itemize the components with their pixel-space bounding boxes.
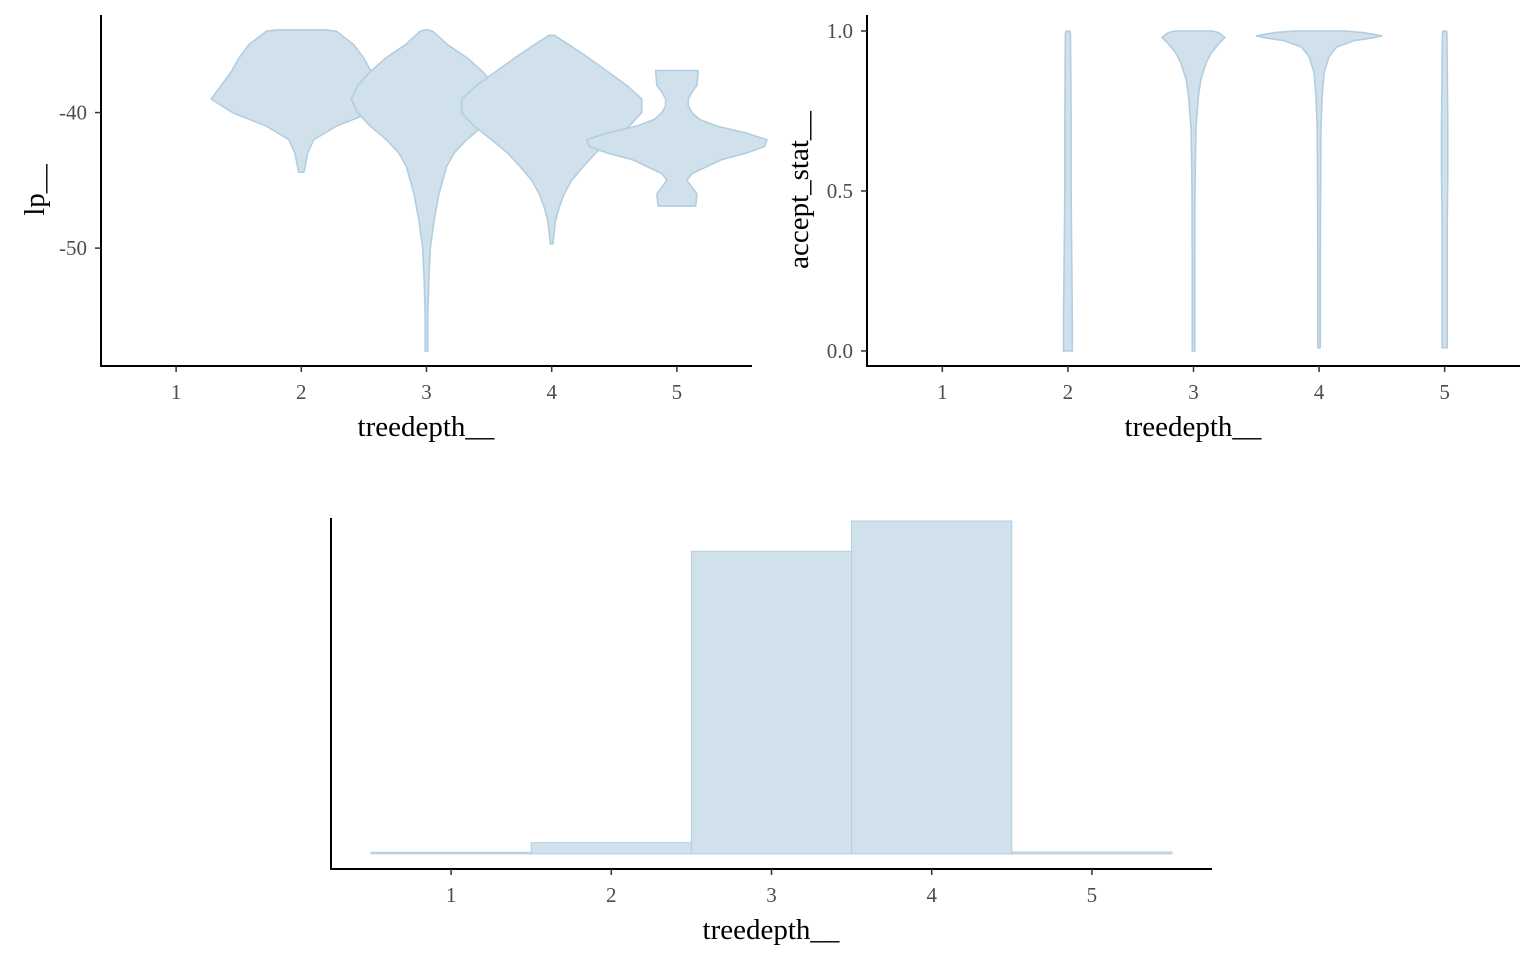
x-tick-label: 4 [1314, 380, 1325, 404]
x-tick-label: 3 [421, 380, 432, 404]
histogram-bar-5 [1011, 851, 1173, 855]
y-axis-title: lp__ [19, 164, 51, 216]
y-tick-label: -40 [59, 101, 87, 125]
x-tick-label: 5 [672, 380, 683, 404]
x-axis-title: treedepth__ [358, 411, 495, 443]
histogram-bars [370, 520, 1173, 855]
violin-treedepth-3 [1161, 30, 1226, 352]
histogram-bar-4 [851, 520, 1013, 855]
x-tick-label: 4 [546, 380, 557, 404]
y-tick-label: -50 [59, 236, 87, 260]
x-tick-label: 2 [296, 380, 307, 404]
x-tick-label: 3 [1188, 380, 1199, 404]
violin-lp-panel: 1 2 3 4 5 -40 -50 treedepth__ lp__ [19, 15, 768, 443]
x-tick-label: 3 [766, 883, 777, 907]
x-tick-label: 1 [171, 380, 182, 404]
x-tick-label: 4 [926, 883, 937, 907]
violin-treedepth-4 [460, 34, 643, 245]
x-tick-label: 2 [1063, 380, 1074, 404]
violin-accept-marks [1062, 30, 1449, 352]
violin-lp-marks [210, 29, 768, 352]
y-tick-label: 0.0 [827, 339, 853, 363]
violin-treedepth-2 [210, 29, 393, 173]
violin-accept-panel: 1 2 3 4 5 0.0 0.5 1.0 treedepth__ accept_stat_… [783, 15, 1520, 443]
x-tick-label: 5 [1087, 883, 1098, 907]
violin-treedepth-2 [1062, 30, 1074, 352]
y-tick-label: 0.5 [827, 179, 853, 203]
y-tick-label: 1.0 [827, 19, 853, 43]
treedepth-histogram-panel: 1 2 3 4 5 treedepth__ [330, 518, 1212, 946]
violin-treedepth-3 [350, 29, 503, 352]
x-tick-label: 5 [1439, 380, 1450, 404]
x-axis-title: treedepth__ [1125, 411, 1262, 443]
x-tick-label: 1 [446, 883, 457, 907]
x-axis-title: treedepth__ [703, 914, 840, 946]
violin-treedepth-5 [585, 69, 768, 207]
violin-treedepth-5 [1440, 30, 1449, 349]
histogram-bar-1 [370, 851, 532, 855]
y-axis-title: accept_stat__ [783, 111, 815, 269]
histogram-bar-3 [690, 550, 853, 855]
violin-treedepth-4 [1255, 30, 1383, 349]
x-tick-label: 2 [606, 883, 617, 907]
histogram-bar-2 [530, 842, 692, 855]
x-tick-label: 1 [937, 380, 948, 404]
